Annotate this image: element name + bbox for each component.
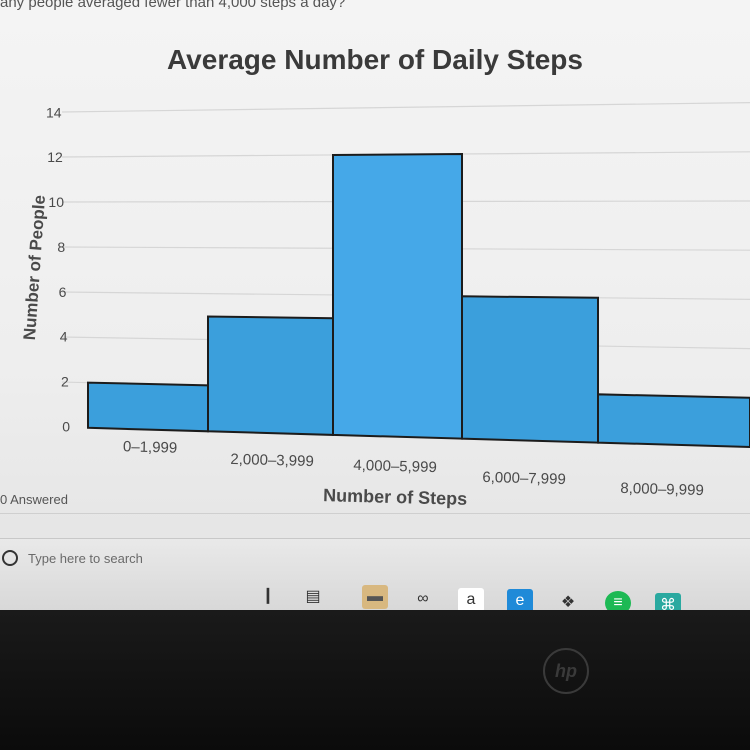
bar xyxy=(332,152,463,440)
y-tick-label: 8 xyxy=(57,239,65,255)
y-tick-label: 4 xyxy=(60,329,68,345)
taskbar-search[interactable]: Type here to search xyxy=(0,539,250,577)
y-tick-label: 2 xyxy=(61,374,69,390)
x-tick-label: 8,000–9,999 xyxy=(620,480,704,499)
dropbox-icon[interactable]: ❖ xyxy=(560,594,576,610)
x-tick-label: 0–1,999 xyxy=(123,438,178,456)
y-axis-label: Number of People xyxy=(20,194,49,340)
histogram-chart: 0 2 4 6 8 10 12 14 0–1,999 2,000–3,999 4,000–5,999… xyxy=(20,102,750,509)
file-explorer-icon[interactable]: ▬ xyxy=(362,585,388,610)
x-tick-label: 6,000–7,999 xyxy=(482,469,566,488)
microphone-icon[interactable]: ❙ xyxy=(261,587,275,604)
y-tick-label: 6 xyxy=(59,284,67,300)
spotify-icon[interactable]: ≡ xyxy=(605,591,631,610)
question-text: any people averaged fewer than 4,000 ste… xyxy=(0,0,346,10)
chart-title: Average Number of Daily Steps xyxy=(167,44,583,75)
answered-count: 0 Answered xyxy=(0,492,68,507)
task-view-icon[interactable]: ▤ xyxy=(305,588,321,606)
y-tick-label: 14 xyxy=(46,104,62,120)
bar xyxy=(461,295,599,444)
x-axis-label: Number of Steps xyxy=(323,485,468,509)
edge-icon[interactable]: e xyxy=(507,589,533,610)
gridline xyxy=(61,102,750,113)
taskbar: Type here to search ❙ ▤ ▬ ∞ a e ❖ ≡ ⌘ xyxy=(0,538,750,610)
status-divider xyxy=(0,513,750,514)
bar xyxy=(597,393,750,449)
app-icon[interactable]: ⌘ xyxy=(655,592,681,610)
amazon-icon[interactable]: a xyxy=(458,587,484,610)
bar xyxy=(87,381,209,433)
infinity-icon[interactable]: ∞ xyxy=(417,589,429,607)
laptop-bezel xyxy=(0,610,750,750)
search-placeholder: Type here to search xyxy=(28,550,143,566)
hp-logo: hp xyxy=(543,648,589,694)
y-tick-label: 0 xyxy=(62,418,70,434)
bar xyxy=(207,315,334,436)
x-tick-label: 2,000–3,999 xyxy=(230,451,314,470)
y-tick-label: 10 xyxy=(48,194,64,210)
screen: any people averaged fewer than 4,000 ste… xyxy=(0,0,750,610)
x-tick-label: 4,000–5,999 xyxy=(353,457,437,476)
search-icon xyxy=(2,550,18,566)
y-tick-label: 12 xyxy=(47,149,63,165)
